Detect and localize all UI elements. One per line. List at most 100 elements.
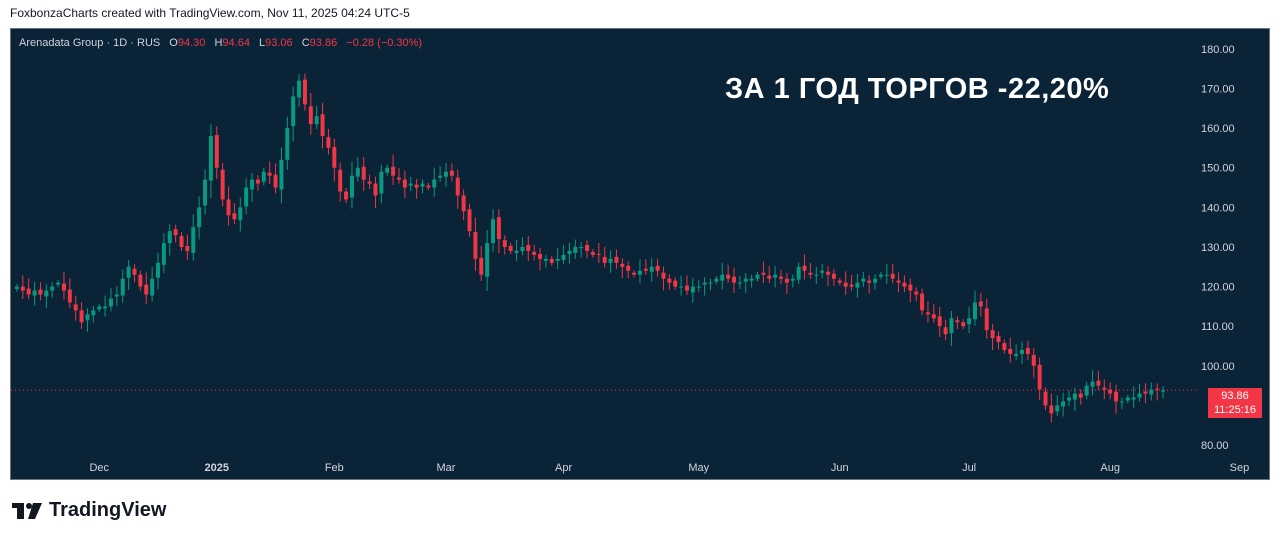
candle-body xyxy=(1078,393,1083,398)
candle-body xyxy=(291,96,296,127)
candle-body xyxy=(1155,388,1160,390)
candle-body xyxy=(161,243,166,265)
candle-body xyxy=(26,288,31,295)
candle-body xyxy=(314,116,319,125)
open-label: O xyxy=(169,37,178,49)
low-value: 93.06 xyxy=(265,37,293,49)
candles-group xyxy=(14,73,1166,423)
candle-body xyxy=(649,266,654,272)
candle-body xyxy=(320,114,325,137)
x-tick-label: Jul xyxy=(962,462,976,474)
candle-body xyxy=(761,272,766,275)
candle-body xyxy=(637,270,642,275)
candle-body xyxy=(473,232,478,259)
candle-body xyxy=(1137,393,1142,398)
candle-body xyxy=(179,236,184,247)
candle-body xyxy=(878,274,883,277)
candle-body xyxy=(855,282,860,288)
candlestick-chart[interactable]: 180.00 170.00 160.00 150.00 140.00 130.00 120.… xyxy=(11,29,1269,479)
candle-body xyxy=(961,322,966,327)
candle-body xyxy=(790,278,795,281)
candle-body xyxy=(167,231,172,244)
y-axis: 180.00 170.00 160.00 150.00 140.00 130.00 120.… xyxy=(1201,44,1235,452)
y-tick-label: 120.00 xyxy=(1201,282,1235,294)
candle-body xyxy=(802,265,807,271)
last-price-value: 93.86 xyxy=(1221,390,1249,402)
y-tick-label: 110.00 xyxy=(1201,321,1234,333)
candle-body xyxy=(391,166,396,176)
candle-body xyxy=(156,262,160,278)
candle-body xyxy=(479,257,484,275)
candle-body xyxy=(138,274,143,287)
candle-body xyxy=(461,195,466,212)
candle-body xyxy=(373,183,378,196)
candle-body xyxy=(1125,397,1130,401)
candle-body xyxy=(302,79,307,105)
candle-body xyxy=(984,308,989,331)
footer-brand[interactable]: TradingView xyxy=(12,499,166,522)
candle-body xyxy=(990,330,995,339)
candle-body xyxy=(61,283,66,291)
candle-body xyxy=(502,240,507,247)
candle-body xyxy=(784,278,789,283)
candle-body xyxy=(1014,353,1019,356)
candle-body xyxy=(285,128,290,160)
candle-body xyxy=(203,179,208,206)
candle-body xyxy=(643,268,648,271)
candle-body xyxy=(1002,343,1007,350)
candle-body xyxy=(514,250,519,253)
chart-panel[interactable]: 180.00 170.00 160.00 150.00 140.00 130.00 120.… xyxy=(10,28,1270,480)
candle-body xyxy=(714,278,719,282)
y-tick-label: 100.00 xyxy=(1201,361,1235,373)
candle-body xyxy=(1043,391,1048,406)
brand-name: TradingView xyxy=(49,499,167,521)
candle-body xyxy=(972,302,977,320)
candle-body xyxy=(614,256,619,263)
candle-body xyxy=(332,146,337,168)
candle-body xyxy=(1037,364,1042,390)
candle-body xyxy=(555,258,560,261)
candle-body xyxy=(120,278,125,296)
y-tick-label: 150.00 xyxy=(1201,163,1235,175)
candle-body xyxy=(226,199,231,216)
candle-body xyxy=(1055,405,1060,412)
candle-body xyxy=(467,209,472,232)
candle-body xyxy=(50,286,55,291)
candle-body xyxy=(279,159,284,190)
candle-body xyxy=(667,278,672,283)
candle-body xyxy=(590,251,595,255)
candle-body xyxy=(1031,354,1036,366)
candle-body xyxy=(843,282,848,287)
candle-body xyxy=(543,258,548,261)
candle-body xyxy=(396,177,401,180)
candle-body xyxy=(732,276,736,283)
tradingview-logo-icon xyxy=(12,502,42,519)
candle-body xyxy=(661,272,666,279)
candle-body xyxy=(496,217,501,240)
candle-body xyxy=(579,246,584,248)
candle-body xyxy=(114,294,119,297)
y-tick-label: 170.00 xyxy=(1201,84,1235,96)
x-tick-label: Feb xyxy=(325,462,344,474)
candle-body xyxy=(85,314,90,321)
candle-body xyxy=(273,174,278,188)
candle-body xyxy=(1025,348,1030,354)
candle-body xyxy=(696,286,701,288)
candle-body xyxy=(267,172,272,176)
high-value: 94.64 xyxy=(222,37,250,49)
candle-body xyxy=(573,246,578,253)
candle-body xyxy=(890,273,895,279)
candle-body xyxy=(185,245,190,251)
bar-countdown: 11:25:16 xyxy=(1213,404,1256,416)
candle-body xyxy=(702,282,707,285)
candle-body xyxy=(708,282,713,284)
candle-body xyxy=(943,327,948,335)
ohlc-legend: Arenadata Group · 1D · RUS O94.30 H94.64… xyxy=(19,37,422,49)
candle-body xyxy=(132,268,137,275)
candle-body xyxy=(808,272,813,275)
close-label: C xyxy=(301,37,310,49)
candle-body xyxy=(1131,397,1136,400)
candle-body xyxy=(1008,349,1013,354)
annotation-title: ЗА 1 ГОД ТОРГОВ -22,20% xyxy=(725,73,1110,105)
candle-body xyxy=(1020,349,1024,354)
